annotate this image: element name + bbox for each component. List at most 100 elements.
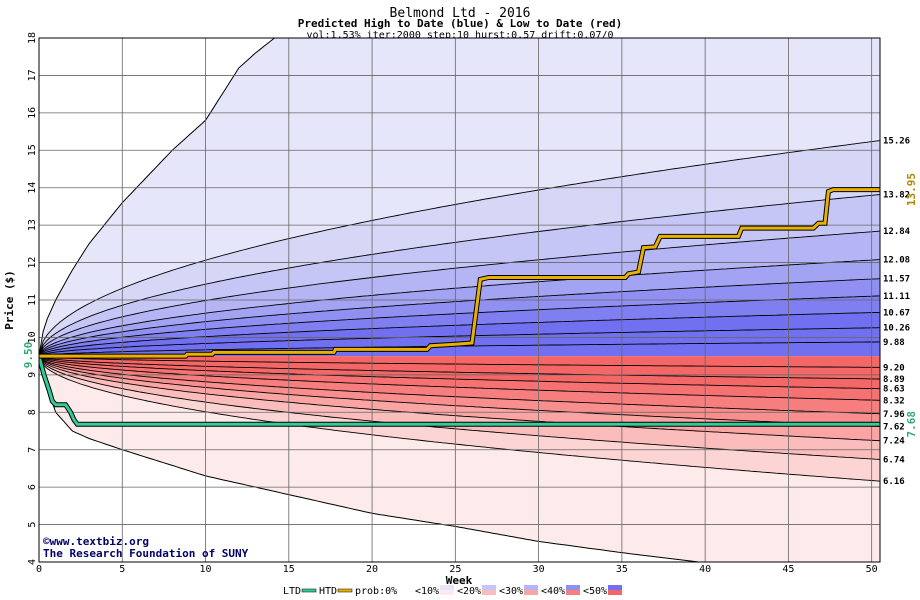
quantile-label: 6.16: [883, 477, 905, 487]
high-quantile-line-2: [39, 230, 880, 357]
high-band-4: [39, 259, 880, 357]
ltd-line: [39, 355, 880, 426]
x-tick-label: 50: [866, 564, 878, 575]
y-tick-label: 8: [27, 409, 38, 415]
x-tick-label: 40: [699, 564, 711, 575]
legend-label: <10%: [415, 586, 439, 597]
legend-swatch-bottom: [566, 590, 580, 595]
y-tick-label: 15: [27, 144, 38, 156]
quantile-label: 11.57: [883, 275, 910, 285]
legend-label: <40%: [541, 586, 565, 597]
high-quantile-line-7: [39, 327, 880, 357]
legend-swatch-bottom: [440, 590, 454, 595]
low-quantile-line-2: [39, 355, 880, 390]
high-quantile-line-4: [39, 278, 880, 357]
quantile-label: 8.89: [883, 375, 905, 385]
quantile-label: 7.62: [883, 423, 905, 433]
low-outer-line: [39, 355, 704, 562]
y-axis-label: Price ($): [3, 270, 16, 330]
quantile-label: 10.26: [883, 324, 910, 334]
low-band-0: [39, 356, 880, 368]
low-quantile-line-5: [39, 355, 880, 427]
quantile-label: 15.26: [883, 137, 910, 147]
legend: LTD HTD prob:0% <10% <20% <30% <40% <50%: [283, 585, 622, 597]
quantile-label: 12.84: [883, 227, 911, 237]
y-tick-label: 4: [27, 559, 38, 565]
legend-label: prob:0%: [355, 586, 397, 597]
legend-label: HTD: [319, 586, 337, 597]
watermark-org: The Research Foundation of SUNY: [43, 547, 249, 560]
y-tick-label: 17: [27, 69, 38, 81]
y-tick-label: 14: [27, 182, 38, 194]
y-tick-label: 10: [27, 331, 38, 343]
quantile-label: 9.20: [883, 363, 905, 373]
quantile-label: 7.24: [883, 437, 905, 447]
low-band-4: [39, 356, 880, 414]
ltd-end-label: 7.68: [905, 411, 918, 438]
low-quantile-line-3: [39, 355, 880, 401]
quantile-label: 6.74: [883, 455, 905, 465]
high-quantile-line-0: [39, 140, 880, 357]
legend-line-swatch: [301, 588, 317, 593]
watermark-site: ©www.textbiz.org: [43, 535, 149, 548]
quantile-label: 12.08: [883, 256, 910, 266]
y-tick-label: 18: [27, 32, 38, 44]
x-tick-label: 45: [782, 564, 794, 575]
high-quantile-line-5: [39, 295, 880, 357]
legend-swatch-bottom: [608, 590, 622, 595]
x-axis-label: Week: [446, 574, 473, 587]
y-tick-label: 11: [27, 294, 38, 306]
legend-swatch-top: [398, 585, 412, 590]
legend-swatch-bottom: [524, 590, 538, 595]
low-band-5: [39, 356, 880, 427]
x-tick-label: 0: [36, 564, 42, 575]
high-band-7: [39, 312, 880, 357]
low-band-3: [39, 356, 880, 401]
low-quantile-line-4: [39, 355, 880, 415]
low-quantile-line-8: [39, 355, 880, 482]
legend-swatch-bottom: [482, 590, 496, 595]
htd-line: [39, 188, 880, 358]
legend-swatch-top: [524, 585, 538, 590]
plot-frame: [38, 37, 881, 563]
low-band-6: [39, 356, 880, 441]
legend-line-swatch: [337, 588, 353, 593]
chart-subtitle: Predicted High to Date (blue) & Low to D…: [298, 17, 623, 30]
legend-swatch-bottom: [398, 590, 412, 595]
low-band-9: [39, 356, 880, 562]
x-tick-label: 35: [616, 564, 628, 575]
quantile-label: 7.96: [883, 410, 905, 420]
legend-swatch-top: [566, 585, 580, 590]
quantile-label: 11.11: [883, 292, 910, 302]
quantile-label: 8.32: [883, 396, 905, 406]
chart-title: Belmond Ltd - 2016: [390, 6, 531, 21]
chart-params: vol:1.53% iter:2000 step:10 hurst:0.57 d…: [306, 30, 613, 41]
high-band-1: [39, 140, 880, 357]
x-tick-label: 15: [283, 564, 295, 575]
x-tick-label: 25: [449, 564, 461, 575]
y-tick-label: 5: [27, 522, 38, 528]
htd-end-label: 13.95: [905, 173, 918, 206]
high-band-0: [39, 38, 880, 357]
legend-label: <20%: [457, 586, 481, 597]
low-quantile-line-6: [39, 355, 880, 442]
start-price-label: 9.50: [22, 342, 35, 369]
high-band-6: [39, 295, 880, 357]
low-band-7: [39, 356, 880, 460]
legend-swatch-top: [608, 585, 622, 590]
y-tick-label: 13: [27, 219, 38, 231]
x-tick-label: 5: [119, 564, 125, 575]
y-tick-label: 12: [27, 257, 38, 269]
x-tick-label: 20: [366, 564, 378, 575]
quantile-label: 10.67: [883, 308, 910, 318]
x-tick-label: 30: [533, 564, 545, 575]
legend-swatch-top: [482, 585, 496, 590]
y-tick-label: 16: [27, 107, 38, 119]
legend-label: <30%: [499, 586, 523, 597]
high-quantile-line-3: [39, 259, 880, 357]
quantile-label: 8.63: [883, 385, 905, 395]
x-tick-label: 10: [200, 564, 212, 575]
quantile-label: 9.88: [883, 338, 905, 348]
legend-swatch-top: [440, 585, 454, 590]
